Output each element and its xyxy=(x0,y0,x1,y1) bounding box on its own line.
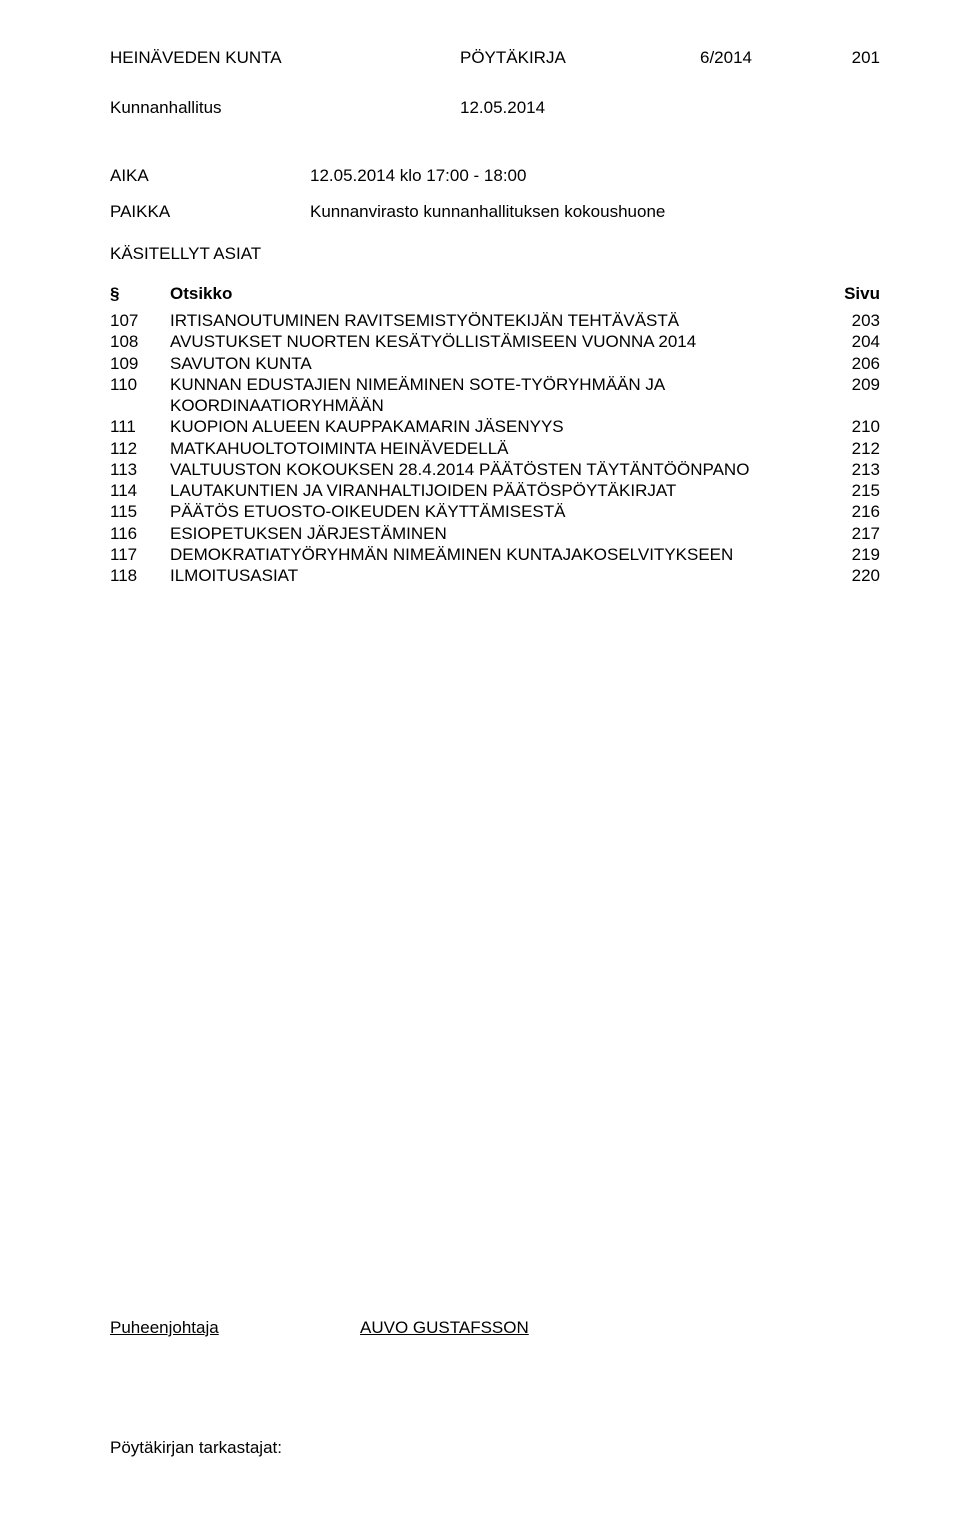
head-sym: § xyxy=(110,284,170,304)
row-title: DEMOKRATIATYÖRYHMÄN NIMEÄMINEN KUNTAJAKO… xyxy=(170,544,820,565)
header-org: HEINÄVEDEN KUNTA xyxy=(110,48,350,68)
table-body: 107IRTISANOUTUMINEN RAVITSEMISTYÖNTEKIJÄ… xyxy=(110,310,880,586)
row-title: KUOPION ALUEEN KAUPPAKAMARIN JÄSENYYS xyxy=(170,416,820,437)
row-num: 108 xyxy=(110,331,170,352)
table-row: 109SAVUTON KUNTA206 xyxy=(110,353,880,374)
row-page: 203 xyxy=(820,310,880,331)
signature-label: Puheenjohtaja xyxy=(110,1318,360,1338)
aika-label: AIKA xyxy=(110,166,310,186)
row-title: ILMOITUSASIAT xyxy=(170,565,820,586)
table-row: 108AVUSTUKSET NUORTEN KESÄTYÖLLISTÄMISEE… xyxy=(110,331,880,352)
signature-name-text: AUVO GUSTAFSSON xyxy=(360,1318,529,1337)
table-row: 113VALTUUSTON KOKOUKSEN 28.4.2014 PÄÄTÖS… xyxy=(110,459,880,480)
page: HEINÄVEDEN KUNTA PÖYTÄKIRJA 6/2014 201 K… xyxy=(0,0,960,1518)
paikka-row: PAIKKA Kunnanvirasto kunnanhallituksen k… xyxy=(110,202,880,222)
header-doc-num: 6/2014 xyxy=(700,48,820,68)
row-page: 217 xyxy=(820,523,880,544)
table-row: 115PÄÄTÖS ETUOSTO-OIKEUDEN KÄYTTÄMISESTÄ… xyxy=(110,501,880,522)
row-num: 107 xyxy=(110,310,170,331)
row-page: 206 xyxy=(820,353,880,374)
row-page: 220 xyxy=(820,565,880,586)
row-num: 115 xyxy=(110,501,170,522)
row-page: 215 xyxy=(820,480,880,501)
row-page: 209 xyxy=(820,374,880,395)
row-num: 110 xyxy=(110,374,170,395)
header-row: HEINÄVEDEN KUNTA PÖYTÄKIRJA 6/2014 201 xyxy=(110,48,880,68)
row-num: 109 xyxy=(110,353,170,374)
table-head: § Otsikko Sivu xyxy=(110,284,880,304)
subheader-body: Kunnanhallitus xyxy=(110,98,460,118)
row-page: 219 xyxy=(820,544,880,565)
aika-value: 12.05.2014 klo 17:00 - 18:00 xyxy=(310,166,526,186)
table-row: 107IRTISANOUTUMINEN RAVITSEMISTYÖNTEKIJÄ… xyxy=(110,310,880,331)
row-num: 112 xyxy=(110,438,170,459)
table-row: 117DEMOKRATIATYÖRYHMÄN NIMEÄMINEN KUNTAJ… xyxy=(110,544,880,565)
table-row: 118ILMOITUSASIAT220 xyxy=(110,565,880,586)
row-title: VALTUUSTON KOKOUKSEN 28.4.2014 PÄÄTÖSTEN… xyxy=(170,459,820,480)
section-title: KÄSITELLYT ASIAT xyxy=(110,244,880,264)
paikka-value: Kunnanvirasto kunnanhallituksen kokoushu… xyxy=(310,202,665,222)
row-num: 113 xyxy=(110,459,170,480)
agenda-table: § Otsikko Sivu 107IRTISANOUTUMINEN RAVIT… xyxy=(110,284,880,586)
row-title: AVUSTUKSET NUORTEN KESÄTYÖLLISTÄMISEEN V… xyxy=(170,331,820,352)
header-doc-type: PÖYTÄKIRJA xyxy=(350,48,700,68)
row-num: 116 xyxy=(110,523,170,544)
header-page-num: 201 xyxy=(820,48,880,68)
subheader-date: 12.05.2014 xyxy=(460,98,545,118)
row-title: ESIOPETUKSEN JÄRJESTÄMINEN xyxy=(170,523,820,544)
table-row: 110KUNNAN EDUSTAJIEN NIMEÄMINEN SOTE-TYÖ… xyxy=(110,374,880,417)
row-page: 216 xyxy=(820,501,880,522)
row-page: 212 xyxy=(820,438,880,459)
row-title: SAVUTON KUNTA xyxy=(170,353,820,374)
signature-label-text: Puheenjohtaja xyxy=(110,1318,219,1337)
row-title: MATKAHUOLTOTOIMINTA HEINÄVEDELLÄ xyxy=(170,438,820,459)
row-title: IRTISANOUTUMINEN RAVITSEMISTYÖNTEKIJÄN T… xyxy=(170,310,820,331)
table-row: 111KUOPION ALUEEN KAUPPAKAMARIN JÄSENYYS… xyxy=(110,416,880,437)
row-title: LAUTAKUNTIEN JA VIRANHALTIJOIDEN PÄÄTÖSP… xyxy=(170,480,820,501)
table-row: 116ESIOPETUKSEN JÄRJESTÄMINEN217 xyxy=(110,523,880,544)
row-title: KUNNAN EDUSTAJIEN NIMEÄMINEN SOTE-TYÖRYH… xyxy=(170,374,820,417)
row-title: PÄÄTÖS ETUOSTO-OIKEUDEN KÄYTTÄMISESTÄ xyxy=(170,501,820,522)
row-num: 111 xyxy=(110,416,170,437)
signature-name: AUVO GUSTAFSSON xyxy=(360,1318,529,1338)
aika-row: AIKA 12.05.2014 klo 17:00 - 18:00 xyxy=(110,166,880,186)
row-num: 118 xyxy=(110,565,170,586)
row-num: 117 xyxy=(110,544,170,565)
row-page: 210 xyxy=(820,416,880,437)
footer: Pöytäkirjan tarkastajat: xyxy=(110,1438,282,1458)
subheader-row: Kunnanhallitus 12.05.2014 xyxy=(110,98,880,118)
table-row: 112MATKAHUOLTOTOIMINTA HEINÄVEDELLÄ212 xyxy=(110,438,880,459)
row-page: 204 xyxy=(820,331,880,352)
row-page: 213 xyxy=(820,459,880,480)
paikka-label: PAIKKA xyxy=(110,202,310,222)
head-page: Sivu xyxy=(820,284,880,304)
head-title: Otsikko xyxy=(170,284,820,304)
row-num: 114 xyxy=(110,480,170,501)
table-row: 114LAUTAKUNTIEN JA VIRANHALTIJOIDEN PÄÄT… xyxy=(110,480,880,501)
signature-block: Puheenjohtaja AUVO GUSTAFSSON xyxy=(110,1318,529,1338)
